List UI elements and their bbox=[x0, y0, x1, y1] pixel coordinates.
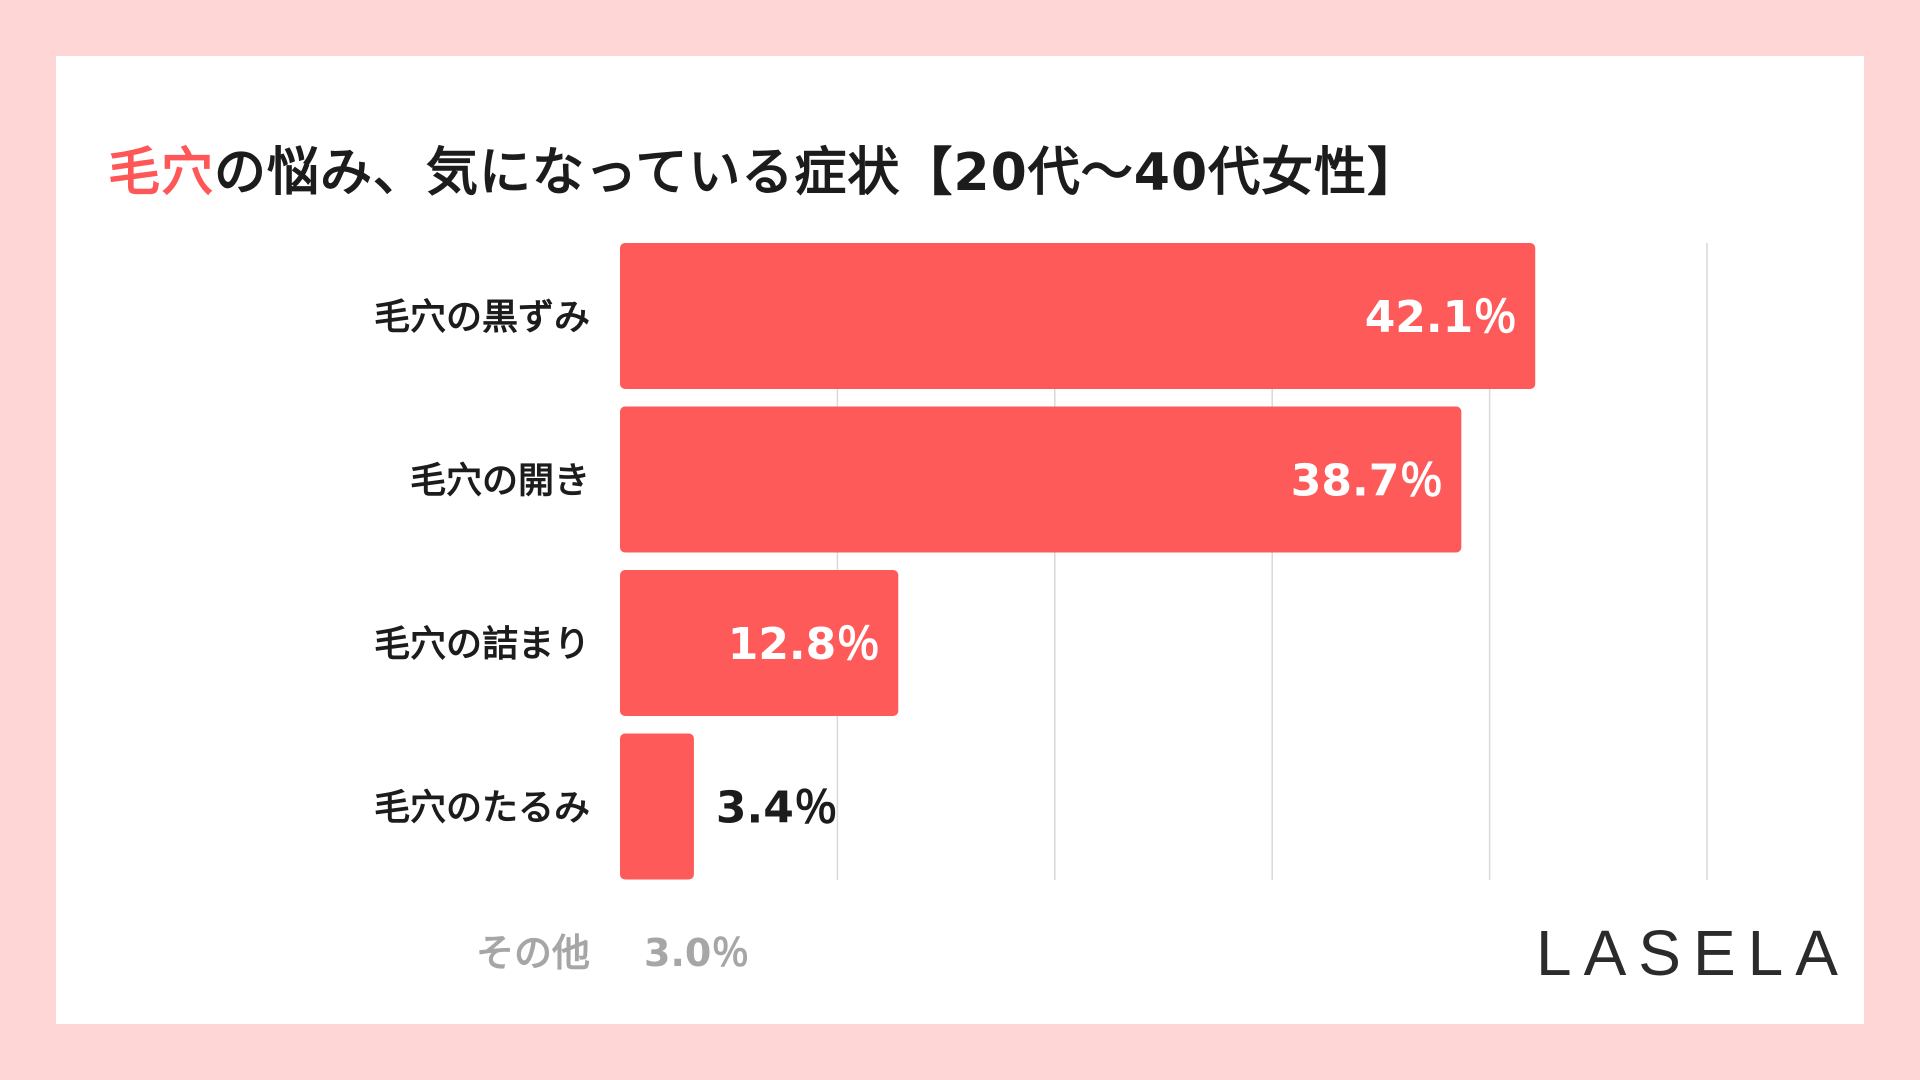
category-label-3: 毛穴の詰まり bbox=[374, 624, 590, 665]
value-label-3: 12.8％ bbox=[728, 619, 881, 670]
chart-title-accent: 毛穴 bbox=[108, 143, 215, 203]
chart-title-rest: の悩み、気になっている症状【20代〜40代女性】 bbox=[214, 143, 1421, 203]
other-label: その他 bbox=[475, 931, 590, 975]
bar-3 bbox=[620, 570, 899, 716]
bar-4 bbox=[620, 733, 694, 880]
value-label-1: 42.1％ bbox=[1365, 292, 1518, 343]
chart-title: 毛穴の悩み、気になっている症状【20代〜40代女性】 bbox=[108, 130, 1420, 205]
other-value: 3.0％ bbox=[644, 931, 750, 975]
bar-1 bbox=[620, 243, 1536, 389]
category-label-2: 毛穴の開き bbox=[410, 461, 590, 502]
category-label-1: 毛穴の黒ずみ bbox=[374, 297, 590, 338]
bar-2 bbox=[620, 406, 1462, 553]
value-label-2: 38.7％ bbox=[1291, 456, 1444, 507]
value-label-4: 3.4％ bbox=[716, 783, 838, 834]
category-label-4: 毛穴のたるみ bbox=[374, 788, 590, 829]
lasela-logo: LASELA bbox=[1536, 917, 1850, 989]
